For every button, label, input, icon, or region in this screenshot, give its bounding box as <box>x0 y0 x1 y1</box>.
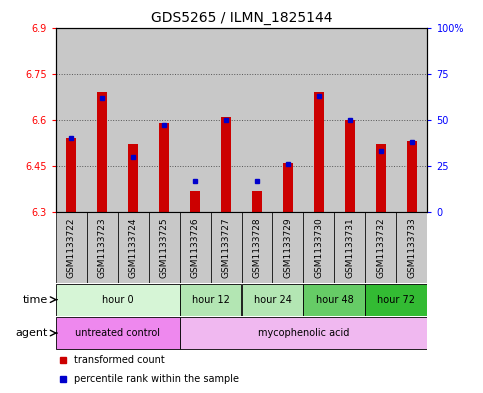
Text: GSM1133729: GSM1133729 <box>284 217 293 278</box>
Bar <box>117 212 149 283</box>
Bar <box>283 163 293 212</box>
Text: untreated control: untreated control <box>75 328 160 338</box>
Bar <box>149 28 180 212</box>
Bar <box>117 28 149 212</box>
Bar <box>180 212 211 283</box>
Bar <box>366 28 397 212</box>
Text: hour 24: hour 24 <box>254 295 291 305</box>
Bar <box>303 28 334 212</box>
Bar <box>303 212 334 283</box>
Text: GSM1133733: GSM1133733 <box>408 217 416 278</box>
Bar <box>56 317 180 349</box>
Text: transformed count: transformed count <box>74 354 165 365</box>
Bar <box>56 284 180 316</box>
Bar <box>303 284 366 316</box>
Text: hour 48: hour 48 <box>315 295 354 305</box>
Text: GSM1133731: GSM1133731 <box>345 217 355 278</box>
Bar <box>272 212 303 283</box>
Text: GSM1133726: GSM1133726 <box>190 217 199 278</box>
Text: GSM1133725: GSM1133725 <box>159 217 169 278</box>
Text: percentile rank within the sample: percentile rank within the sample <box>74 374 239 384</box>
Title: GDS5265 / ILMN_1825144: GDS5265 / ILMN_1825144 <box>151 11 332 25</box>
Text: hour 0: hour 0 <box>102 295 133 305</box>
Text: GSM1133730: GSM1133730 <box>314 217 324 278</box>
Bar <box>56 212 86 283</box>
Bar <box>313 92 325 212</box>
Bar <box>334 212 366 283</box>
Bar <box>376 145 386 212</box>
Text: GSM1133728: GSM1133728 <box>253 217 261 278</box>
Bar <box>128 145 139 212</box>
Bar <box>180 28 211 212</box>
Text: GSM1133724: GSM1133724 <box>128 217 138 278</box>
Bar <box>86 28 117 212</box>
Text: GSM1133727: GSM1133727 <box>222 217 230 278</box>
Bar <box>242 284 303 316</box>
Bar <box>86 212 117 283</box>
Bar <box>366 284 427 316</box>
Bar <box>221 117 231 212</box>
Text: agent: agent <box>16 328 48 338</box>
Bar <box>272 28 303 212</box>
Text: GSM1133732: GSM1133732 <box>376 217 385 278</box>
Text: mycophenolic acid: mycophenolic acid <box>258 328 349 338</box>
Bar <box>180 284 242 316</box>
Bar <box>397 212 427 283</box>
Bar <box>242 28 272 212</box>
Bar <box>344 120 355 212</box>
Text: hour 72: hour 72 <box>377 295 415 305</box>
Bar <box>252 191 262 212</box>
Text: hour 12: hour 12 <box>192 295 229 305</box>
Bar <box>190 191 200 212</box>
Bar <box>334 28 366 212</box>
Bar <box>66 138 76 212</box>
Bar <box>211 28 242 212</box>
Bar <box>407 141 417 212</box>
Text: time: time <box>23 295 48 305</box>
Bar <box>211 212 242 283</box>
Bar <box>56 28 86 212</box>
Bar <box>158 123 170 212</box>
Bar <box>242 212 272 283</box>
Bar <box>366 212 397 283</box>
Text: GSM1133723: GSM1133723 <box>98 217 107 278</box>
Bar <box>180 317 427 349</box>
Bar <box>397 28 427 212</box>
Text: GSM1133722: GSM1133722 <box>67 217 75 278</box>
Bar <box>97 92 107 212</box>
Bar <box>149 212 180 283</box>
